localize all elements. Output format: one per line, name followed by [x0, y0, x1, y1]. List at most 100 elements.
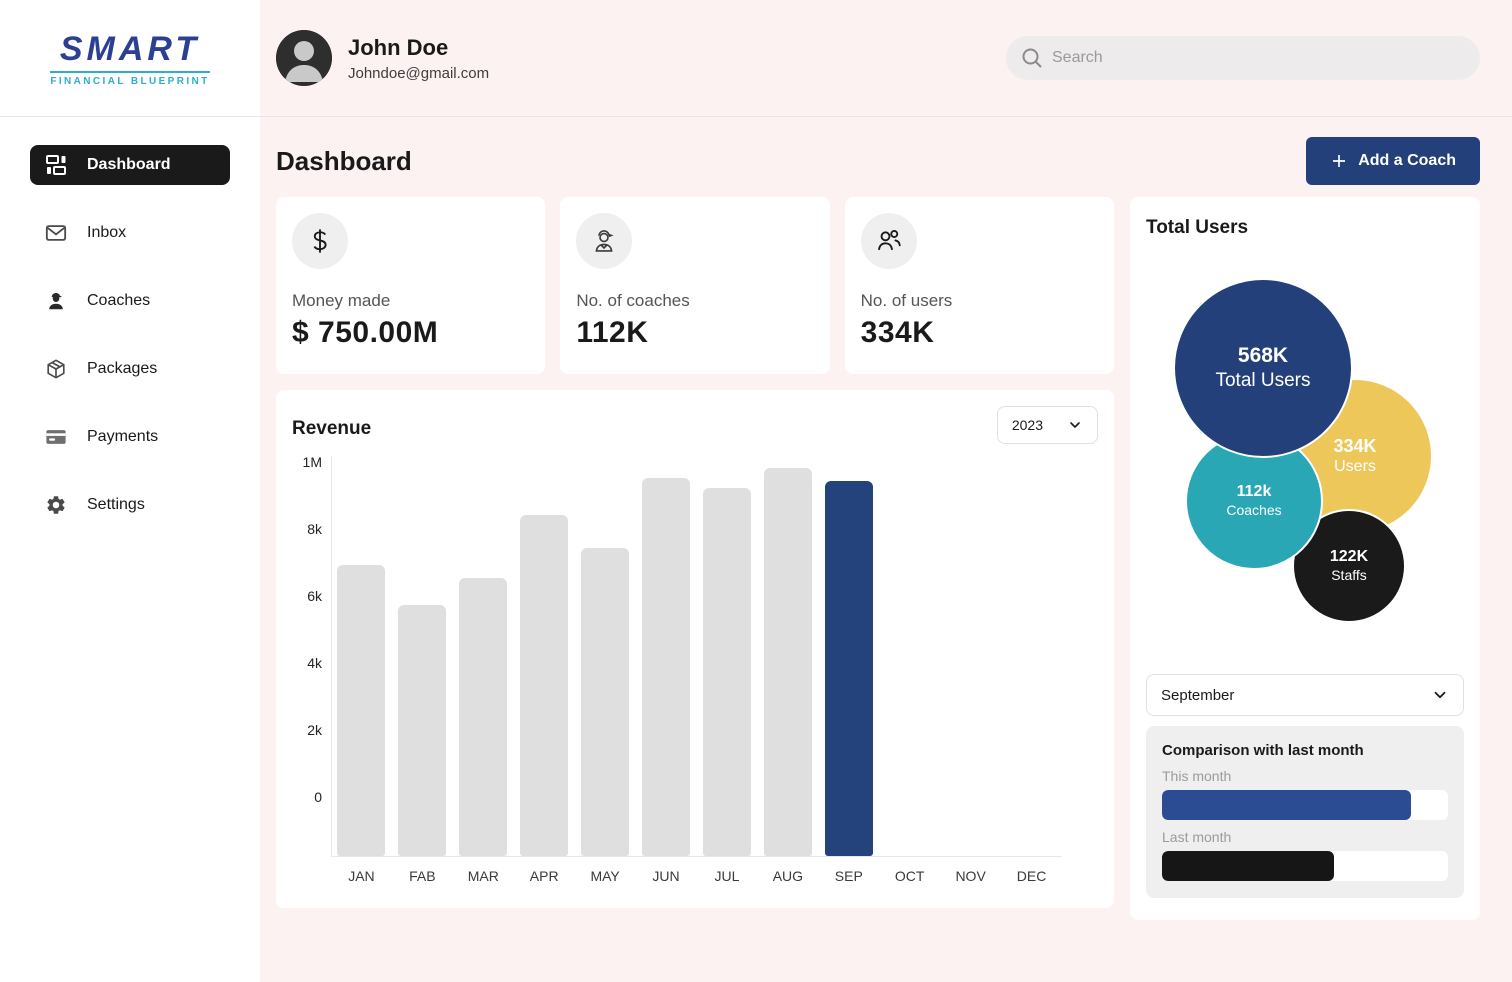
page-content: Dashboard Add a Coach — [260, 117, 1512, 920]
year-filter-value: 2023 — [1011, 417, 1043, 433]
avatar[interactable] — [276, 30, 332, 86]
y-axis-line — [331, 456, 332, 856]
sidebar-item-label: Dashboard — [87, 156, 171, 173]
bubble-staffs: 122K Staffs — [1292, 509, 1406, 623]
comparison-title: Comparison with last month — [1162, 742, 1364, 759]
user-email: Johndoe@gmail.com — [348, 64, 490, 82]
sidebar-item-label: Inbox — [87, 224, 127, 241]
x-axis-label: OCT — [894, 868, 925, 884]
x-axis-line — [331, 856, 1062, 857]
stat-value: 334K — [860, 316, 935, 349]
dollar-icon — [292, 213, 348, 269]
comparison-row-label: This month — [1162, 768, 1232, 784]
y-axis-tick: 6k — [307, 588, 322, 604]
comparison-row-label: Last month — [1162, 829, 1232, 845]
x-axis-label: MAR — [467, 868, 499, 884]
brand-name: SMART — [59, 29, 201, 68]
settings-icon — [45, 494, 67, 516]
stat-value: $ 750.00M — [292, 316, 439, 349]
sidebar-item-coaches[interactable]: Coaches — [30, 281, 230, 321]
month-filter-value: September — [1161, 686, 1235, 704]
users-icon — [860, 213, 917, 269]
inbox-icon — [45, 222, 67, 244]
y-axis-tick: 1M — [302, 454, 322, 470]
y-axis-tick: 2k — [307, 722, 322, 738]
x-axis-label: FAB — [409, 868, 436, 884]
sidebar-item-inbox[interactable]: Inbox — [30, 213, 230, 253]
add-coach-button[interactable]: Add a Coach — [1306, 137, 1480, 185]
stat-card-users: No. of users 334K — [844, 197, 1114, 374]
stat-label: Money made — [292, 291, 391, 310]
revenue-bar-aug — [763, 467, 812, 856]
revenue-bar-mar — [459, 578, 508, 856]
brand-logo: SMART FINANCIAL BLUEPRINT — [0, 0, 260, 117]
package-icon — [45, 358, 67, 380]
revenue-bar-jan — [337, 564, 386, 856]
x-axis-label: DEC — [1016, 868, 1047, 884]
y-axis-tick: 4k — [307, 655, 322, 671]
revenue-bar-sep — [824, 481, 873, 856]
last-month-bar-track — [1162, 851, 1448, 881]
coach-icon — [45, 290, 67, 312]
last-month-bar-fill — [1162, 851, 1334, 881]
sidebar-nav: Dashboard Inbox Coaches Packages — [0, 117, 260, 581]
y-axis-tick: 8k — [307, 521, 322, 537]
search-icon — [1020, 46, 1044, 70]
sidebar-item-label: Settings — [87, 496, 145, 513]
y-axis-tick: 0 — [314, 789, 322, 805]
chevron-down-icon — [1431, 686, 1449, 704]
sidebar-item-dashboard[interactable]: Dashboard — [30, 145, 230, 185]
user-profile[interactable]: John Doe Johndoe@gmail.com — [276, 30, 489, 86]
total-users-card: Total Users 568K Total Users 334K Users 112k… — [1130, 197, 1480, 920]
total-users-bubble-chart: 568K Total Users 334K Users 112k Coaches 122K S… — [1146, 253, 1464, 653]
x-axis-label: SEP — [834, 868, 863, 884]
main-area: John Doe Johndoe@gmail.com Dashboard Add — [260, 0, 1512, 982]
revenue-bar-fab — [398, 605, 447, 856]
this-month-bar-fill — [1162, 790, 1411, 820]
revenue-title: Revenue — [292, 418, 372, 439]
stat-card-coaches: No. of coaches 112K — [560, 197, 830, 374]
sidebar-item-payments[interactable]: Payments — [30, 417, 230, 457]
sidebar-item-label: Coaches — [87, 292, 151, 309]
chevron-down-icon — [1067, 417, 1083, 433]
x-axis-label: JUL — [714, 868, 740, 884]
stats-row: Money made $ 750.00M No. of coaches 112K — [276, 197, 1114, 374]
brand-subtitle: FINANCIAL BLUEPRINT — [50, 70, 210, 87]
sidebar: SMART FINANCIAL BLUEPRINT Dashboard Inbo… — [0, 0, 260, 982]
x-axis-label: JAN — [348, 868, 375, 884]
sidebar-item-label: Packages — [87, 360, 158, 377]
search-bar[interactable] — [1006, 36, 1480, 80]
x-axis-label: JUN — [652, 868, 680, 884]
x-axis-label: APR — [529, 868, 559, 884]
stat-value: 112K — [576, 316, 649, 349]
sidebar-item-packages[interactable]: Packages — [30, 349, 230, 389]
year-filter-select[interactable]: 2023 — [996, 406, 1098, 444]
revenue-bar-jun — [642, 477, 691, 856]
user-name: John Doe — [348, 34, 449, 60]
total-users-title: Total Users — [1146, 217, 1249, 238]
stat-card-money: Money made $ 750.00M — [276, 197, 546, 374]
comparison-panel: Comparison with last month This month La… — [1146, 726, 1464, 898]
revenue-bar-apr — [520, 514, 569, 856]
dashboard-icon — [45, 154, 67, 176]
x-axis-label: MAY — [590, 868, 620, 884]
x-axis-label: AUG — [772, 868, 804, 884]
month-filter-select[interactable]: September — [1146, 674, 1464, 716]
sidebar-item-settings[interactable]: Settings — [30, 485, 230, 525]
payments-icon — [45, 426, 67, 448]
sidebar-item-label: Payments — [87, 428, 159, 445]
stat-label: No. of users — [860, 291, 953, 310]
page-title: Dashboard — [276, 145, 412, 176]
plus-icon — [1330, 152, 1348, 170]
this-month-bar-track — [1162, 790, 1448, 820]
coach-icon — [576, 213, 633, 269]
x-axis-label: NOV — [955, 868, 986, 884]
revenue-bar-chart: 1M 8k 6k 4k 2k 0 JAN FAB MAR APR MAY JUN JUL AUG SEP OC… — [292, 448, 1098, 898]
stat-label: No. of coaches — [576, 291, 690, 310]
search-input[interactable] — [1052, 49, 1466, 67]
revenue-bar-jul — [702, 487, 751, 856]
revenue-card: Revenue 2023 1M 8k 6k 4k 2k 0 JAN FAB MAR APR MAY J… — [276, 390, 1114, 908]
top-header: John Doe Johndoe@gmail.com — [260, 0, 1512, 117]
revenue-bar-may — [581, 548, 630, 856]
